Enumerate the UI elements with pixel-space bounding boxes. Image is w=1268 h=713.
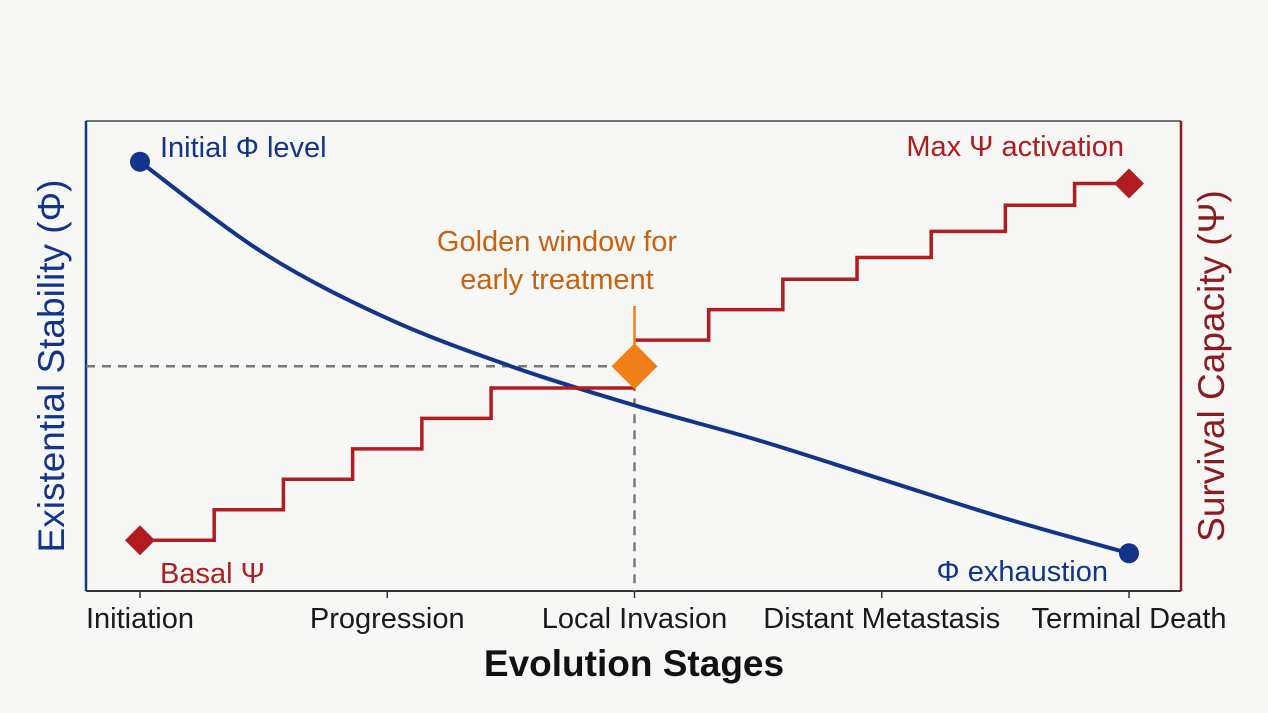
phi-end-marker [1119,543,1139,564]
golden-window-label-line2: early treatment [460,264,653,296]
x-tick-label: Initiation [86,603,194,635]
psi-start-label: Basal Ψ [160,558,265,590]
x-tick-label: Local Invasion [542,603,727,635]
phi-start-label: Initial Φ level [160,132,327,164]
phi-start-marker [130,151,150,172]
series-group [125,151,1144,564]
golden-window-marker [611,343,658,390]
psi-start-marker [125,525,155,556]
psi-step-line-late [634,181,1129,342]
annotations-group: Initial Φ level Φ exhaustion Basal Ψ Max Ψ … [160,131,1124,590]
left-y-axis-title: Existential Stability (Φ) [31,180,72,553]
x-tick-label: Distant Metastasis [763,603,1000,635]
psi-end-marker [1114,168,1144,199]
golden-window-label-line1: Golden window for [437,226,678,258]
psi-step-line-early [140,386,635,542]
x-tick-labels: Initiation Progression Local Invasion Dista… [86,603,1227,635]
x-axis-title: Evolution Stages [484,643,784,684]
x-tick-label: Terminal Death [1031,603,1226,635]
psi-end-label: Max Ψ activation [906,131,1124,163]
phi-end-label: Φ exhaustion [937,556,1108,588]
right-y-axis-title: Survival Capacity (Ψ) [1191,190,1232,542]
x-tick-label: Progression [310,603,465,635]
phi-stability-curve [138,160,1130,556]
